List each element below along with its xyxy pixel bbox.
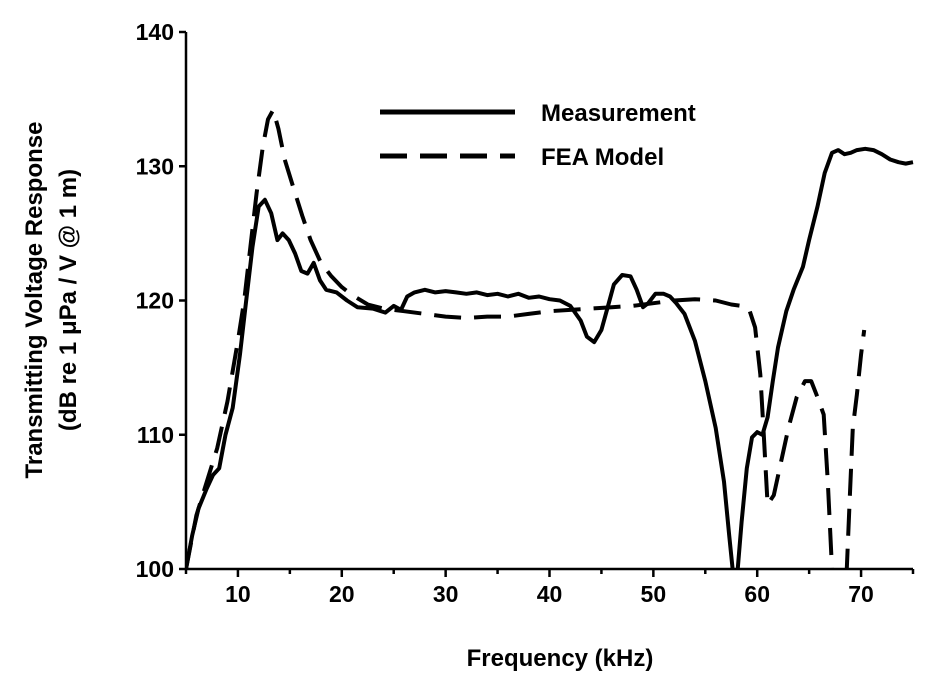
series-line-fea-model — [186, 107, 835, 570]
series-line-fea-model-continued — [844, 329, 867, 570]
x-tick-label-60: 60 — [744, 581, 770, 607]
y-tick-label-110: 110 — [137, 422, 174, 448]
x-tick-label-10: 10 — [225, 581, 251, 607]
series-line-measurement — [186, 146, 914, 570]
legend: Measurement FEA Model — [380, 100, 696, 171]
y-axis-title-line1: Transmitting Voltage Response — [21, 122, 48, 479]
x-axis-title: Frequency (kHz) — [467, 645, 654, 672]
x-tick-label-40: 40 — [537, 581, 563, 607]
legend-label-measurement: Measurement — [541, 100, 696, 127]
x-ticks: 10 20 30 40 50 60 70 — [184, 569, 915, 607]
y-tick-label-140: 140 — [136, 19, 174, 45]
y-axis-title-group: Transmitting Voltage Response (dB re 1 μ… — [21, 122, 82, 479]
x-tick-label-50: 50 — [641, 581, 667, 607]
y-axis-title-line2: (dB re 1 μPa / V @ 1 m) — [55, 169, 82, 431]
y-ticks: 100 110 120 130 140 — [136, 19, 186, 582]
legend-label-fea-model: FEA Model — [541, 144, 664, 171]
y-tick-label-120: 120 — [136, 288, 174, 314]
x-tick-label-70: 70 — [848, 581, 874, 607]
y-tick-label-100: 100 — [136, 556, 174, 582]
series-group — [186, 107, 914, 570]
x-tick-label-20: 20 — [329, 581, 355, 607]
y-tick-label-130: 130 — [136, 153, 174, 179]
x-tick-label-30: 30 — [433, 581, 459, 607]
